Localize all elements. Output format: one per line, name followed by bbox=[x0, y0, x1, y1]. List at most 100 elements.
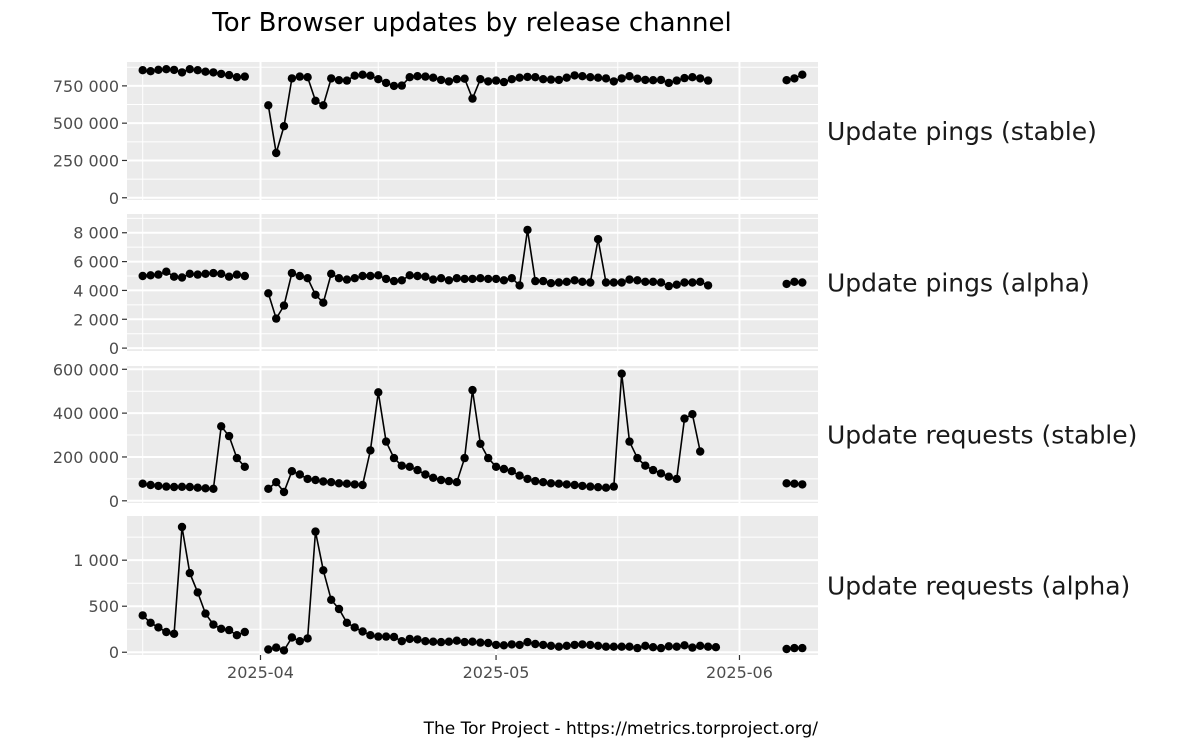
data-point bbox=[578, 481, 587, 491]
data-point bbox=[790, 479, 799, 488]
data-point bbox=[209, 620, 218, 629]
data-point bbox=[531, 639, 540, 649]
data-point bbox=[185, 568, 194, 578]
data-point bbox=[554, 278, 564, 287]
y-tick-label: 4 000 bbox=[73, 281, 119, 300]
data-point bbox=[358, 480, 367, 490]
data-point bbox=[327, 74, 336, 83]
data-point bbox=[154, 270, 163, 279]
data-point bbox=[641, 75, 650, 85]
data-point bbox=[460, 637, 469, 647]
data-point bbox=[711, 643, 721, 652]
data-point bbox=[232, 631, 242, 640]
data-point bbox=[303, 73, 312, 82]
data-point bbox=[146, 618, 155, 627]
data-point bbox=[617, 278, 626, 287]
y-tick-label: 0 bbox=[109, 492, 119, 511]
data-point bbox=[358, 271, 367, 281]
data-point bbox=[138, 271, 147, 281]
data-point bbox=[311, 290, 320, 299]
data-point bbox=[429, 637, 438, 646]
data-point bbox=[648, 277, 658, 286]
data-point bbox=[633, 643, 642, 653]
data-point bbox=[374, 75, 383, 84]
data-point bbox=[303, 274, 312, 283]
data-point bbox=[609, 77, 618, 86]
data-point bbox=[484, 638, 493, 648]
data-point bbox=[790, 277, 799, 286]
data-point bbox=[531, 476, 540, 486]
data-point bbox=[193, 483, 202, 492]
data-point bbox=[209, 68, 218, 77]
data-point bbox=[703, 281, 713, 290]
data-point bbox=[193, 270, 202, 279]
data-point bbox=[264, 101, 273, 110]
data-point bbox=[413, 465, 422, 475]
x-axis: 2025-04 2025-05 2025-06 bbox=[227, 655, 773, 682]
data-point bbox=[539, 276, 548, 286]
data-point bbox=[279, 646, 289, 655]
data-point bbox=[295, 470, 304, 479]
data-point bbox=[311, 527, 320, 536]
data-point bbox=[209, 484, 218, 493]
data-point bbox=[358, 627, 367, 636]
data-point bbox=[523, 225, 532, 235]
data-point bbox=[397, 637, 406, 646]
data-point bbox=[468, 385, 477, 395]
data-point bbox=[499, 641, 509, 650]
y-tick-label: 0 bbox=[109, 339, 119, 358]
data-point bbox=[177, 522, 187, 532]
data-point bbox=[648, 465, 658, 475]
data-point bbox=[264, 289, 273, 298]
data-point bbox=[405, 462, 414, 471]
data-point bbox=[491, 76, 501, 85]
data-point bbox=[224, 625, 234, 635]
data-point bbox=[468, 274, 477, 284]
data-point bbox=[554, 642, 564, 651]
data-point bbox=[413, 635, 422, 644]
data-point bbox=[162, 267, 171, 276]
data-point bbox=[397, 81, 406, 90]
data-point bbox=[169, 482, 179, 492]
data-point bbox=[593, 641, 603, 650]
data-point bbox=[240, 462, 249, 471]
data-point bbox=[680, 73, 689, 83]
data-point bbox=[381, 632, 391, 641]
data-point bbox=[515, 640, 524, 650]
data-point bbox=[633, 276, 642, 285]
data-point bbox=[397, 461, 406, 470]
data-point bbox=[491, 462, 501, 471]
chart-title: Tor Browser updates by release channel bbox=[211, 8, 731, 38]
data-point bbox=[452, 636, 461, 645]
data-point bbox=[366, 446, 375, 455]
data-point bbox=[162, 627, 171, 637]
data-point bbox=[593, 483, 603, 492]
data-point bbox=[381, 274, 391, 284]
data-point bbox=[169, 272, 179, 281]
data-point bbox=[311, 475, 320, 485]
data-point bbox=[539, 75, 548, 84]
data-point bbox=[185, 482, 194, 492]
data-point bbox=[554, 479, 564, 488]
data-point bbox=[798, 70, 807, 79]
data-point bbox=[523, 474, 532, 484]
data-point bbox=[201, 609, 210, 618]
data-point bbox=[523, 637, 532, 647]
data-point bbox=[790, 74, 799, 83]
data-point bbox=[421, 72, 430, 81]
data-point bbox=[601, 483, 611, 492]
data-point bbox=[421, 470, 430, 479]
data-point bbox=[617, 74, 626, 83]
data-point bbox=[523, 72, 532, 82]
data-point bbox=[696, 641, 705, 650]
data-point bbox=[656, 469, 666, 478]
data-point bbox=[688, 73, 697, 82]
data-point bbox=[546, 279, 556, 288]
y-tick-label: 0 bbox=[109, 643, 119, 662]
data-point bbox=[169, 629, 179, 638]
data-point bbox=[562, 73, 571, 82]
data-point bbox=[444, 476, 454, 486]
data-point bbox=[279, 301, 289, 310]
data-point bbox=[240, 627, 249, 637]
